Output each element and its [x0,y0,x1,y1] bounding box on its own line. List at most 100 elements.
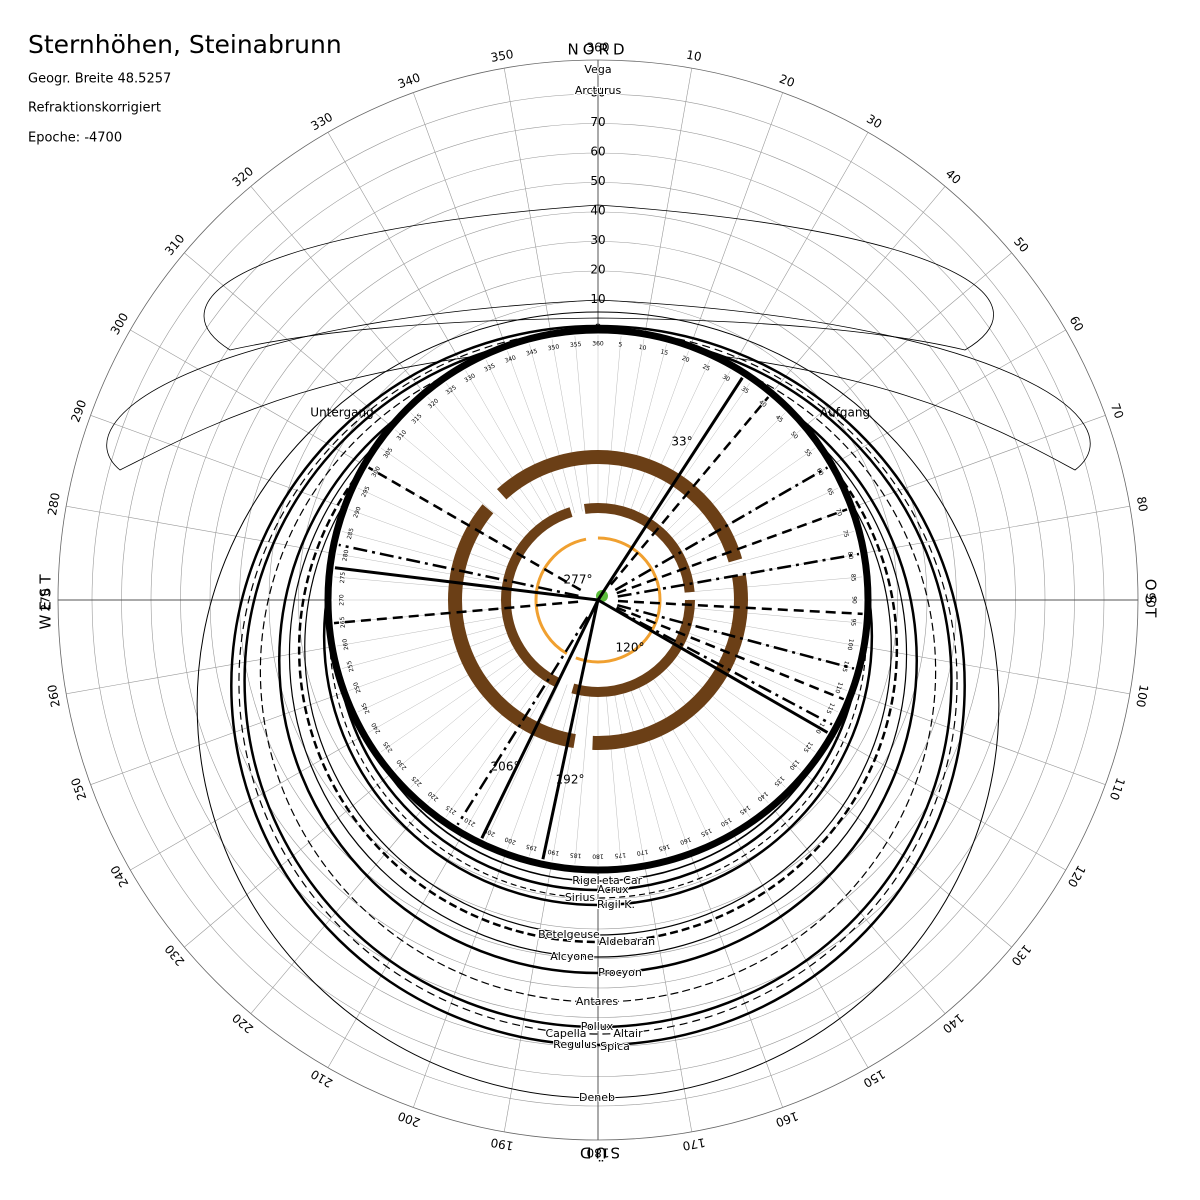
compass-west: WEST [37,571,55,630]
inner-scale-label: 345 [525,348,538,358]
inner-scale-label: 85 [849,574,857,582]
inner-scale-label: 45 [774,414,784,424]
star-label: Acrux [597,883,629,896]
azimuth-label: 100 [1133,683,1151,708]
azimuth-label: 180 [587,1146,610,1160]
inner-scale-label: 260 [341,638,350,651]
inner-scale-label: 255 [346,660,356,673]
inner-scale-tick [642,370,731,523]
alignment-line [480,599,600,839]
azimuth-grid-line [250,806,425,1014]
azimuth-grid-line [644,68,693,335]
azimuth-grid-line [130,734,365,871]
inner-scale-tick [621,343,667,514]
inner-scale-tick [684,531,855,577]
inner-scale-tick [628,684,689,850]
inner-scale-tick [551,338,583,512]
inner-scale-label: 195 [525,842,538,852]
azimuth-grid-line [413,853,506,1108]
azimuth-label: 10 [685,48,702,64]
sightline [616,603,855,670]
inner-scale-tick [642,677,731,830]
inner-scale-tick [410,663,535,788]
azimuth-grid-line [327,833,464,1068]
inner-scale-label: 210 [463,816,477,828]
azimuth-grid-line [66,505,333,554]
inner-scale-tick [348,630,514,691]
inner-scale-tick [687,576,863,593]
inner-scale-tick [682,630,848,691]
inner-scale-tick [485,359,561,519]
inner-scale-tick [341,531,512,577]
latitude: Geogr. Breite 48.5257 [28,72,171,87]
inner-scale-tick [445,382,547,527]
star-label: Procyon [598,966,642,979]
inner-scale-label: 30 [721,373,731,383]
inner-scale-tick [333,576,509,593]
azimuth-grid-line [413,92,506,347]
inner-scale-tick [427,396,541,532]
star-label: Aldebaran [599,935,655,948]
inner-scale-tick [666,429,802,543]
inner-scale-label: 295 [360,485,371,499]
inner-scale-tick [635,359,711,519]
azimuth-grid-line [831,734,1066,871]
inner-scale-label: 300 [370,465,382,479]
inner-scale-tick [341,623,512,669]
inner-scale-tick [628,350,689,516]
inner-scale-tick [655,668,769,804]
inner-scale-tick [465,677,554,830]
inner-scale-label: 90 [851,596,858,604]
inner-scale-label: 285 [346,527,356,540]
inner-scale-tick [613,688,645,862]
alignment-line [597,598,829,734]
inner-scale-tick [613,338,645,512]
inner-scale-label: 280 [341,549,350,562]
inner-scale-tick [336,615,510,647]
azimuth-label: 190 [490,1135,515,1153]
star-path [238,329,958,1035]
compass-east: OST [1142,579,1160,622]
inner-scale-label: 160 [679,835,692,846]
azimuth-label: 280 [45,492,63,517]
inner-scale-tick [686,553,860,585]
inner-scale-tick [661,663,786,788]
inner-scale-label: 165 [658,842,671,852]
azimuth-label: 350 [490,47,515,65]
plot: 0102030405060708010203040506070809010011… [39,41,1158,1160]
inner-scale-tick [661,412,786,537]
inner-scale-label: 65 [825,487,835,497]
azimuth-label: 170 [681,1135,706,1153]
set-label: Untergang [310,406,373,420]
inner-scale-tick [635,681,711,841]
inner-scale-label: 355 [570,341,582,349]
star-path [196,311,1000,1099]
inner-scale-label: 340 [504,354,517,365]
epoch: Epoche: -4700 [28,131,122,146]
star-label: Sirius [565,891,596,904]
inner-scale-tick [679,637,839,713]
inner-scale-label: 175 [614,851,626,859]
inner-scale-label: 25 [701,363,711,373]
azimuth-label: 20 [777,72,796,90]
inner-scale-label: 350 [547,343,560,352]
inner-scale-tick [666,657,802,771]
azimuth-grid-line [851,692,1106,785]
azimuth-grid-line [690,92,783,347]
azimuth-grid-line [184,252,392,427]
inner-scale-tick [394,657,530,771]
inner-scale-label: 360 [592,341,604,348]
inner-scale-label: 40 [757,399,767,409]
azimuth-grid-line [90,692,345,785]
azimuth-grid-line [831,329,1066,466]
inner-scale-tick [485,681,561,841]
inner-scale-tick [427,668,541,804]
star-path [230,324,966,1047]
inner-ditch [501,503,695,697]
inner-scale-label: 75 [841,529,850,538]
inner-scale-label: 70 [834,508,843,518]
inner-scale-label: 110 [833,681,844,694]
azimuth-label: 270 [39,589,53,612]
inner-scale-label: 100 [846,638,855,651]
